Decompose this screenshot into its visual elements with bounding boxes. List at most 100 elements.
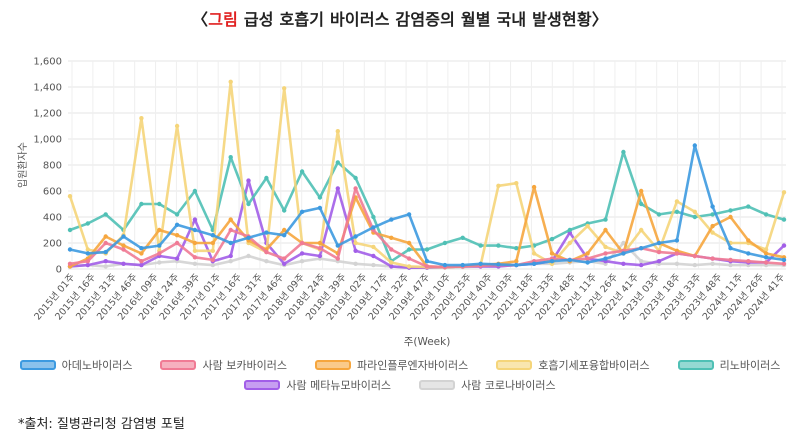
data-point (389, 264, 394, 269)
data-point (174, 123, 180, 129)
data-point (674, 251, 680, 256)
data-point (406, 212, 412, 217)
legend-item[interactable]: 아데노바이러스 (19, 357, 132, 373)
data-point (746, 204, 751, 209)
data-point (67, 261, 73, 266)
data-point (264, 230, 269, 235)
legend-item[interactable]: 호흡기세포융합바이러스 (496, 357, 650, 373)
data-point (67, 247, 73, 252)
y-tick-label: 400 (43, 213, 62, 224)
legend-item[interactable]: 리노바이러스 (677, 357, 780, 373)
data-point (335, 243, 340, 248)
data-point (585, 256, 590, 261)
data-point (710, 212, 715, 217)
title-prefix: 〈 (192, 10, 209, 29)
data-point (746, 238, 751, 243)
legend-label: 사람 코로나바이러스 (461, 379, 556, 392)
data-point (157, 243, 162, 248)
data-point (763, 260, 769, 265)
title-rest: 급성 호흡기 바이러스 감염증의 월별 국내 발생현황〉 (238, 10, 608, 29)
data-point (478, 243, 483, 248)
data-point (264, 249, 269, 255)
legend-label: 사람 메타뉴모바이러스 (286, 379, 392, 392)
data-point (442, 240, 448, 246)
data-point (639, 262, 644, 268)
y-tick-label: 1,000 (33, 135, 62, 146)
data-point (139, 116, 144, 121)
data-point (692, 143, 697, 148)
legend-row-1: 아데노바이러스 사람 보카바이러스 파라인플루엔자바이러스 호흡기세포융합바이러스 리노… (0, 357, 800, 373)
data-point (174, 222, 180, 227)
data-point (353, 186, 358, 191)
legend-item[interactable]: 사람 코로나바이러스 (419, 377, 556, 393)
data-point (121, 247, 126, 252)
legend-swatch (244, 380, 281, 390)
data-point (192, 255, 198, 260)
legend-label: 사람 보카바이러스 (202, 359, 287, 372)
data-point (317, 195, 323, 200)
legend-swatch (677, 360, 714, 370)
data-point (496, 243, 501, 248)
data-point (549, 259, 555, 264)
data-point (228, 259, 233, 264)
data-point (460, 235, 465, 240)
data-point (763, 212, 769, 217)
data-point (299, 240, 305, 246)
data-point (781, 217, 787, 222)
data-point (85, 221, 91, 226)
data-point (371, 244, 376, 250)
data-point (103, 249, 108, 255)
legend-item[interactable]: 파라인플루엔자바이러스 (314, 357, 469, 373)
data-point (371, 262, 376, 268)
y-axis-label: 입원환자수 (16, 142, 29, 188)
data-point (174, 212, 180, 217)
legend-item[interactable]: 사람 메타뉴모바이러스 (244, 377, 391, 393)
data-point (85, 247, 91, 252)
data-point (460, 262, 465, 268)
data-point (567, 240, 572, 246)
legend-label: 파라인플루엔자바이러스 (356, 359, 469, 372)
legend-swatch (160, 360, 197, 370)
data-point (674, 209, 680, 214)
data-point (603, 251, 608, 256)
data-point (246, 235, 251, 240)
data-point (674, 238, 680, 243)
data-point (656, 212, 662, 217)
data-point (496, 262, 501, 267)
data-point (389, 247, 394, 252)
data-point (424, 264, 430, 269)
data-point (246, 201, 251, 207)
data-point (282, 256, 287, 261)
data-point (353, 175, 358, 181)
data-point (389, 235, 394, 240)
data-point (139, 259, 144, 264)
y-tick-label: 1,200 (33, 109, 62, 120)
data-point (514, 262, 519, 268)
data-point (192, 227, 198, 233)
data-point (103, 259, 108, 264)
data-point (781, 257, 787, 263)
legend-item[interactable]: 사람 보카바이러스 (160, 357, 287, 373)
legend-swatch (496, 360, 533, 370)
data-point (299, 209, 305, 214)
data-point (567, 227, 572, 233)
legend-swatch (419, 380, 456, 390)
data-point (371, 253, 376, 259)
data-point (210, 240, 215, 246)
data-point (282, 227, 287, 233)
data-point (478, 261, 483, 266)
data-point (299, 251, 305, 256)
data-point (585, 260, 590, 265)
data-point (639, 246, 644, 251)
data-point (406, 247, 412, 252)
data-point (192, 240, 198, 246)
data-point (621, 251, 626, 256)
data-point (103, 240, 108, 246)
data-point (335, 186, 340, 191)
data-point (67, 227, 73, 233)
data-point (121, 261, 126, 266)
title-red: 그림 (208, 10, 239, 29)
data-point (639, 259, 644, 264)
data-point (228, 79, 233, 84)
